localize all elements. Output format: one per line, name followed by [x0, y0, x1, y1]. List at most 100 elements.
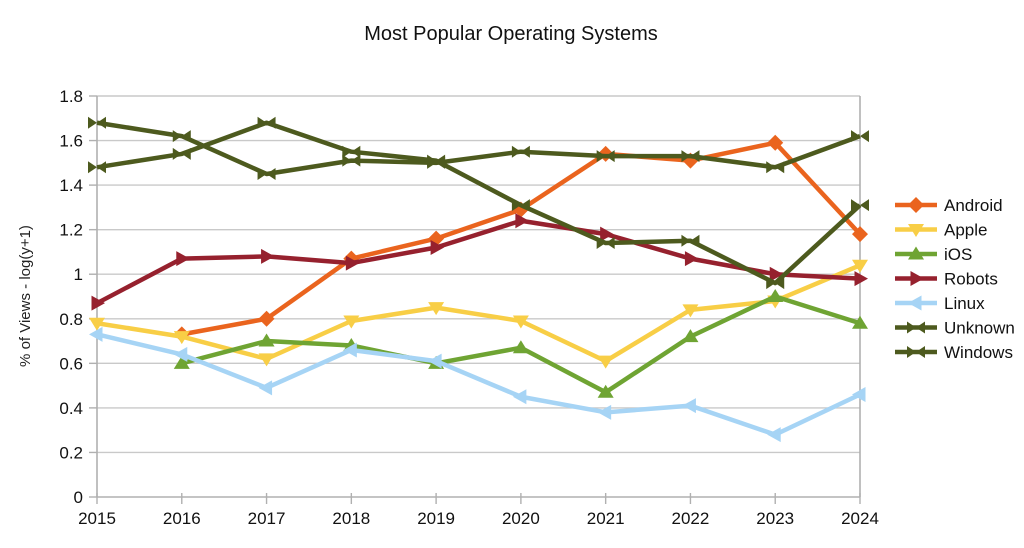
- legend-label-robots: Robots: [944, 270, 998, 289]
- series-marker-windows: [766, 277, 785, 290]
- y-tick-label: 1.8: [59, 87, 83, 106]
- series-marker-robots: [684, 251, 699, 267]
- series-line-apple: [96, 263, 861, 364]
- series-marker-robots: [515, 213, 529, 229]
- series-marker-linux: [343, 342, 357, 358]
- series-marker-windows: [427, 154, 446, 167]
- legend-marker-unknown: [907, 321, 925, 334]
- chart-title: Most Popular Operating Systems: [364, 23, 657, 45]
- series-marker-apple: [852, 259, 868, 273]
- series-marker-linux: [767, 427, 781, 443]
- series-marker-apple: [428, 302, 445, 316]
- series-marker-unknown: [596, 150, 615, 163]
- series-marker-linux: [89, 326, 103, 342]
- legend-marker-android: [908, 197, 924, 213]
- series-marker-unknown: [766, 161, 785, 174]
- legend-marker-windows: [907, 346, 925, 358]
- series-marker-android: [852, 226, 868, 243]
- legend-marker-apple: [908, 224, 924, 237]
- x-tick-label: 2016: [163, 509, 201, 528]
- series-unknown: [88, 116, 869, 180]
- legend: Android Apple iOS Robots Linux Unknown Windows: [895, 196, 1015, 362]
- series-marker-apple: [682, 304, 699, 318]
- series-marker-robots: [769, 266, 784, 282]
- series-robots: [91, 213, 868, 311]
- series-marker-unknown: [511, 145, 530, 158]
- legend-item-apple: Apple: [895, 221, 987, 240]
- series-marker-ios: [597, 384, 614, 398]
- series-marker-robots: [430, 239, 445, 255]
- series-marker-android: [258, 310, 275, 327]
- series-line-robots: [95, 218, 861, 306]
- series-marker-apple: [173, 331, 190, 345]
- series-linux: [89, 326, 866, 443]
- series-marker-linux: [852, 387, 866, 403]
- series-layer: [88, 116, 869, 443]
- axis-layer: 0 0.2 0.4 0.6 0.8 1 1.2 1.4 1.6 1.8 2015 2016 2017 20…: [59, 87, 879, 528]
- y-tick-label: 0.2: [59, 443, 83, 462]
- series-marker-unknown: [257, 167, 276, 180]
- legend-label-android: Android: [944, 196, 1003, 215]
- series-marker-linux: [682, 398, 696, 414]
- series-marker-unknown: [172, 130, 191, 143]
- y-tick-label: 1.6: [59, 132, 83, 151]
- x-tick-label: 2020: [502, 509, 540, 528]
- series-marker-windows: [681, 234, 700, 247]
- series-marker-windows: [851, 199, 869, 212]
- series-marker-windows: [172, 147, 191, 160]
- legend-label-unknown: Unknown: [944, 319, 1015, 338]
- y-tick-label: 1: [74, 265, 83, 284]
- series-line-linux: [96, 332, 861, 437]
- series-marker-ios: [767, 289, 784, 302]
- x-tick-label: 2021: [587, 509, 625, 528]
- series-marker-unknown: [681, 150, 700, 163]
- legend-marker-ios: [908, 246, 924, 260]
- series-line-unknown: [96, 120, 861, 177]
- series-marker-linux: [258, 380, 273, 396]
- y-tick-label: 1.4: [59, 176, 83, 195]
- y-axis-title: % of Views - log(y+1): [17, 225, 34, 367]
- y-tick-label: 0.4: [59, 399, 83, 418]
- series-ios: [173, 289, 868, 398]
- series-marker-apple: [343, 315, 360, 329]
- y-tick-label: 0.8: [59, 310, 83, 329]
- legend-item-unknown: Unknown: [895, 319, 1015, 338]
- series-marker-windows: [88, 161, 106, 174]
- legend-item-android: Android: [895, 196, 1003, 215]
- legend-label-windows: Windows: [944, 343, 1013, 362]
- series-marker-robots: [600, 226, 614, 242]
- x-tick-label: 2023: [756, 509, 794, 528]
- x-tick-label: 2019: [417, 509, 455, 528]
- series-marker-ios: [852, 315, 868, 329]
- series-marker-ios: [173, 355, 190, 369]
- series-marker-unknown: [851, 130, 869, 143]
- series-marker-apple: [597, 355, 614, 369]
- series-marker-robots: [261, 248, 275, 264]
- series-marker-apple: [89, 317, 105, 331]
- series-marker-windows: [511, 199, 530, 212]
- series-marker-robots: [91, 295, 105, 311]
- series-windows: [88, 116, 869, 290]
- y-tick-label: 1.2: [59, 221, 83, 240]
- series-marker-ios: [258, 333, 275, 347]
- x-tick-label: 2017: [248, 509, 286, 528]
- x-tick-label: 2022: [672, 509, 710, 528]
- series-marker-robots: [176, 251, 190, 267]
- series-marker-robots: [854, 271, 868, 287]
- legend-marker-linux: [908, 295, 922, 311]
- series-line-windows: [96, 120, 862, 286]
- series-marker-linux: [512, 389, 527, 405]
- legend-item-windows: Windows: [895, 343, 1013, 362]
- legend-label-linux: Linux: [944, 294, 985, 313]
- legend-item-ios: iOS: [895, 245, 972, 264]
- series-marker-linux: [428, 353, 442, 369]
- legend-item-linux: Linux: [895, 294, 985, 313]
- x-tick-label: 2024: [841, 509, 879, 528]
- series-marker-apple: [258, 353, 275, 367]
- series-marker-windows: [257, 116, 276, 129]
- x-tick-label: 2018: [332, 509, 370, 528]
- series-apple: [89, 259, 868, 369]
- y-tick-label: 0.6: [59, 354, 83, 373]
- series-marker-robots: [345, 255, 360, 271]
